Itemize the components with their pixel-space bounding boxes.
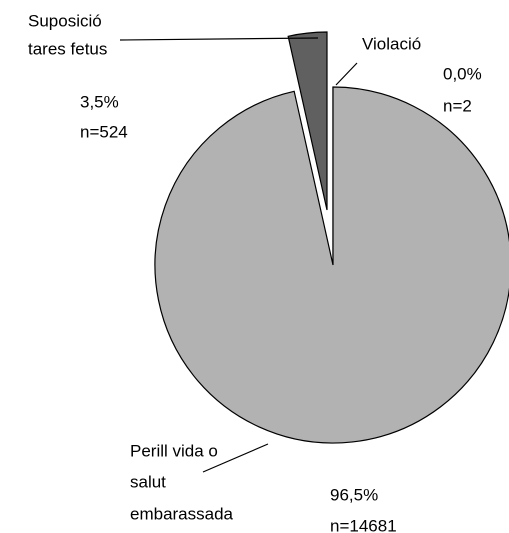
slice-label: Violació	[362, 34, 421, 53]
value-label: 96,5%	[330, 485, 378, 504]
value-label: 0,0%	[443, 64, 482, 83]
count-label: n=14681	[330, 516, 397, 533]
leader-line	[335, 62, 358, 86]
slice-label: tares fetus	[28, 39, 107, 58]
slice-label: Perill vida o	[130, 441, 218, 460]
count-label: n=524	[80, 122, 128, 141]
pie-slice	[287, 31, 328, 211]
value-label: 3,5%	[80, 92, 119, 111]
count-label: n=2	[443, 96, 472, 115]
leader-line	[119, 37, 319, 41]
pie-slice	[154, 86, 509, 444]
leader-line	[202, 443, 269, 473]
slice-label: salut	[130, 472, 166, 491]
slice-label: embarassada	[130, 504, 234, 523]
slice-label: Suposició	[28, 11, 102, 30]
